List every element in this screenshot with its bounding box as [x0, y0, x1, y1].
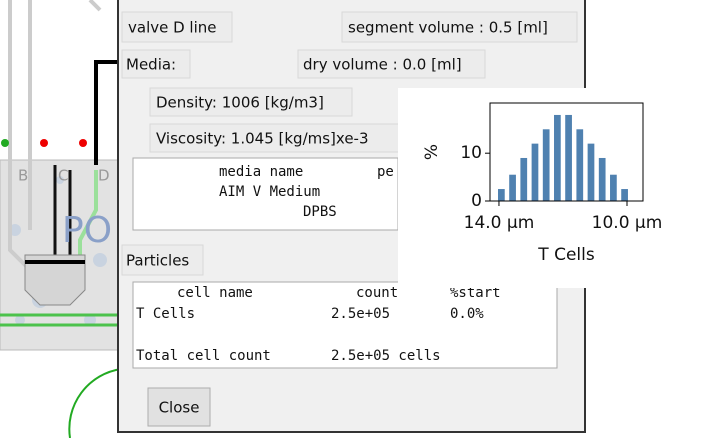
- bar: [531, 143, 539, 201]
- bar: [576, 129, 584, 201]
- table-header: pe: [377, 164, 394, 180]
- label-box: [149, 123, 411, 153]
- table-cell: 2.5e+05: [331, 306, 390, 322]
- label-box: [121, 244, 204, 276]
- table-cell: Total cell count: [136, 348, 271, 364]
- table-cell: DPBS: [303, 204, 337, 220]
- histogram-figure: 0 10 14.0 µm 10.0 µm T Cells%: [398, 88, 702, 288]
- bar: [509, 174, 516, 201]
- logo-text: PO: [62, 210, 112, 251]
- table-cell: 0.0%: [450, 306, 484, 322]
- bar: [587, 143, 595, 201]
- particles-label: Particles: [126, 252, 189, 270]
- table-header: media name: [219, 164, 303, 180]
- table-cell: 2.5e+05 cells: [331, 348, 441, 364]
- close-button-label[interactable]: Close: [159, 399, 200, 417]
- table-header: cell name: [177, 285, 253, 301]
- media-table: [132, 157, 399, 231]
- x-axis-label: T Cells: [537, 245, 595, 265]
- device-drawing: B C D PO: [0, 0, 191, 439]
- table-header: %start: [450, 285, 501, 301]
- cell-table: [132, 281, 558, 369]
- figure-background: [398, 88, 702, 288]
- bar: [542, 129, 550, 201]
- media-label: Media:: [126, 56, 176, 74]
- port-letter: C: [58, 167, 68, 185]
- plot-frame: [489, 102, 644, 202]
- port-letter: B: [18, 167, 28, 185]
- bar: [565, 114, 572, 201]
- x-tick-label: 10.0 µm: [592, 213, 663, 233]
- segment-volume: segment volume : 0.5 [ml]: [348, 19, 548, 37]
- bar: [498, 189, 505, 201]
- bar: [621, 189, 628, 201]
- y-axis-label: %: [422, 144, 442, 160]
- bar: [610, 174, 617, 201]
- label-box: [149, 87, 353, 117]
- label-box: [121, 49, 191, 79]
- table-cell: T Cells: [136, 306, 195, 322]
- bar: [598, 157, 606, 201]
- table-cell: AIM V Medium: [219, 184, 320, 200]
- valve-label: valve D line: [128, 19, 217, 37]
- table-header: count: [356, 285, 398, 301]
- bar: [520, 157, 528, 201]
- viscosity: Viscosity: 1.045 [kg/ms]xe-3: [156, 130, 369, 148]
- bar: [554, 114, 561, 201]
- label-box: [121, 11, 233, 43]
- x-tick-label: 14.0 µm: [464, 213, 535, 233]
- label-box: [297, 49, 486, 79]
- y-tick-label: 0: [471, 191, 482, 211]
- dry-volume: dry volume : 0.0 [ml]: [303, 56, 462, 74]
- port-letter: D: [98, 167, 110, 185]
- y-tick-label: 10: [460, 143, 482, 163]
- close-button[interactable]: [147, 387, 211, 427]
- label-box: [341, 11, 578, 43]
- density: Density: 1006 [kg/m3]: [156, 94, 324, 112]
